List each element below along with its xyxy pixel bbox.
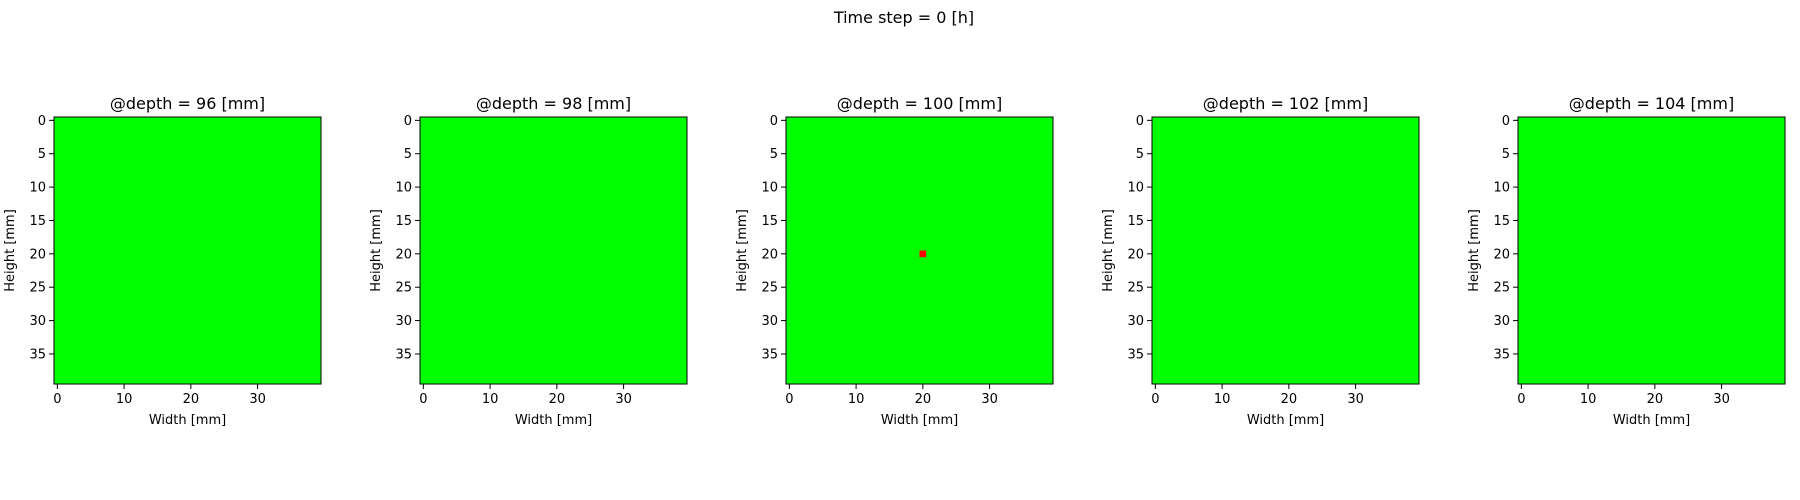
y-tick-label: 35: [29, 347, 46, 362]
y-tick-label: 35: [1493, 347, 1510, 362]
y-tick-label: 20: [761, 247, 778, 262]
panel-title: @depth = 96 [mm]: [110, 94, 265, 113]
x-tick-label: 10: [482, 392, 499, 407]
axes-frame: [1517, 116, 1786, 385]
y-tick-label: 0: [1502, 114, 1510, 129]
x-tick-label: 20: [915, 392, 932, 407]
x-tick-label: 10: [848, 392, 865, 407]
y-axis-label: Height [mm]: [369, 209, 384, 292]
panel-title: @depth = 102 [mm]: [1203, 94, 1368, 113]
y-tick-label: 10: [1127, 181, 1144, 196]
y-tick-label: 5: [404, 147, 412, 162]
heatmap-field: [420, 117, 687, 384]
x-tick-label: 0: [1517, 392, 1525, 407]
axes-frame: [419, 116, 688, 385]
x-tick-label: 10: [116, 392, 133, 407]
y-tick-label: 10: [1493, 181, 1510, 196]
y-tick-label: 10: [395, 181, 412, 196]
y-tick-label: 35: [761, 347, 778, 362]
y-tick-label: 5: [1136, 147, 1144, 162]
y-tick-label: 0: [770, 114, 778, 129]
x-tick-label: 20: [1647, 392, 1664, 407]
y-tick-label: 15: [29, 214, 46, 229]
axes-frame: [53, 116, 322, 385]
y-tick-label: 0: [38, 114, 46, 129]
y-tick-label: 30: [761, 314, 778, 329]
panel-title: @depth = 104 [mm]: [1569, 94, 1734, 113]
axes-frame: [1151, 116, 1420, 385]
x-tick-label: 30: [1347, 392, 1364, 407]
panel-title: @depth = 98 [mm]: [476, 94, 631, 113]
y-tick-label: 15: [761, 214, 778, 229]
x-tick-label: 0: [419, 392, 427, 407]
axes-frame: [785, 116, 1054, 385]
x-tick-label: 10: [1580, 392, 1597, 407]
heatmap-hotspot-cell: [919, 250, 927, 258]
x-axis-label: Width [mm]: [1247, 413, 1324, 428]
y-tick-label: 5: [770, 147, 778, 162]
heatmap-panel-2: @depth = 98 [mm] 0 10 20 30 0 5 10 15 20 25 30 35 Wid…: [369, 94, 688, 428]
heatmap-panel-5: @depth = 104 [mm] 0 10 20 30 0 5 10 15 20 25 30 35 Wi…: [1467, 94, 1786, 428]
panels: @depth = 96 [mm] 0 10 20 30 0 5 10 15 20 25 30 35 Wid…: [3, 94, 1786, 428]
y-tick-label: 25: [29, 281, 46, 296]
x-tick-label: 10: [1214, 392, 1231, 407]
y-tick-label: 30: [29, 314, 46, 329]
y-axis-label: Height [mm]: [1101, 209, 1116, 292]
y-tick-label: 25: [1127, 281, 1144, 296]
y-tick-label: 25: [1493, 281, 1510, 296]
heatmap-field: [1518, 117, 1785, 384]
x-axis-label: Width [mm]: [515, 413, 592, 428]
x-tick-label: 30: [249, 392, 266, 407]
y-tick-label: 30: [1493, 314, 1510, 329]
y-tick-label: 20: [1493, 247, 1510, 262]
y-tick-label: 0: [1136, 114, 1144, 129]
x-axis-label: Width [mm]: [149, 413, 226, 428]
heatmap-field: [54, 117, 321, 384]
y-axis-label: Height [mm]: [3, 209, 18, 292]
panel-title: @depth = 100 [mm]: [837, 94, 1002, 113]
heatmap-panel-4: @depth = 102 [mm] 0 10 20 30 0 5 10 15 20 25 30 35 Wi…: [1101, 94, 1420, 428]
y-tick-label: 10: [29, 181, 46, 196]
y-tick-label: 20: [395, 247, 412, 262]
y-axis-label: Height [mm]: [735, 209, 750, 292]
heatmap-panel-3: @depth = 100 [mm] 0 10 20 30 0 5 10 15 20 25 30 35 Wi…: [735, 94, 1054, 428]
x-tick-label: 20: [1281, 392, 1298, 407]
x-tick-label: 30: [1713, 392, 1730, 407]
y-tick-label: 30: [1127, 314, 1144, 329]
y-tick-label: 25: [761, 281, 778, 296]
y-tick-label: 15: [1493, 214, 1510, 229]
y-tick-label: 20: [1127, 247, 1144, 262]
x-tick-label: 20: [183, 392, 200, 407]
y-tick-label: 30: [395, 314, 412, 329]
y-tick-label: 5: [1502, 147, 1510, 162]
x-axis-label: Width [mm]: [881, 413, 958, 428]
x-tick-label: 0: [53, 392, 61, 407]
x-tick-label: 30: [615, 392, 632, 407]
heatmap-field: [1152, 117, 1419, 384]
y-tick-label: 15: [1127, 214, 1144, 229]
heatmap-panel-1: @depth = 96 [mm] 0 10 20 30 0 5 10 15 20 25 30 35 Wid…: [3, 94, 322, 428]
y-axis-label: Height [mm]: [1467, 209, 1482, 292]
y-tick-label: 35: [1127, 347, 1144, 362]
y-tick-label: 10: [761, 181, 778, 196]
y-tick-label: 20: [29, 247, 46, 262]
y-tick-label: 0: [404, 114, 412, 129]
x-tick-label: 0: [785, 392, 793, 407]
x-tick-label: 20: [549, 392, 566, 407]
y-tick-label: 25: [395, 281, 412, 296]
x-tick-label: 0: [1151, 392, 1159, 407]
y-tick-label: 15: [395, 214, 412, 229]
y-tick-label: 35: [395, 347, 412, 362]
figure-suptitle: Time step = 0 [h]: [833, 8, 974, 27]
x-axis-label: Width [mm]: [1613, 413, 1690, 428]
x-tick-label: 30: [981, 392, 998, 407]
y-tick-label: 5: [38, 147, 46, 162]
